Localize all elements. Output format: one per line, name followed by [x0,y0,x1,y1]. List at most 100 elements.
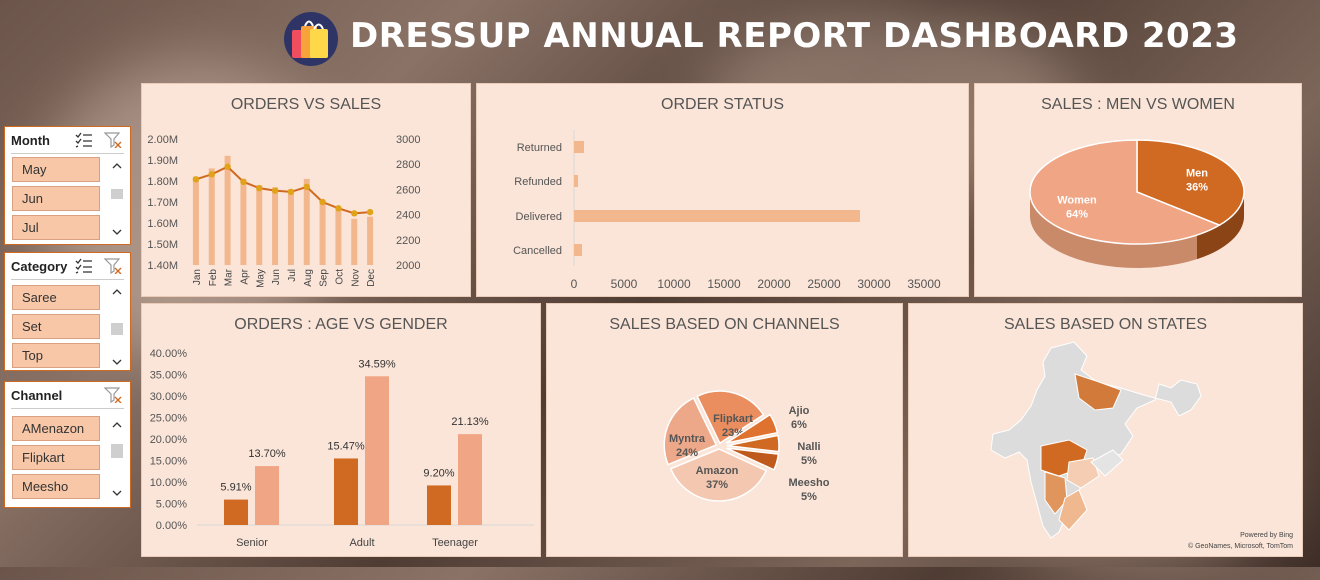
y-tick-label: 2200 [396,235,420,247]
bar [272,187,279,265]
line-marker [287,188,295,196]
category-slicer[interactable]: Category Saree Set Top [4,252,131,371]
pie-slice [725,413,779,444]
slicer-item[interactable]: Meesho [12,474,100,499]
age-gender-panel: ORDERS : AGE VS GENDER 0.00% 5.00% 10.00% 1… [141,303,541,557]
slicer-item[interactable]: May [12,157,100,182]
bar [427,485,451,525]
channels-pie: Flipkart23%Ajio6%Nalli5%Meesho5%Amazon37… [663,390,830,503]
multi-select-icon[interactable] [75,258,93,274]
pie-side [1030,192,1244,268]
pie-slice [726,434,780,453]
multi-select-icon[interactable] [75,132,93,148]
bar [334,458,358,525]
order-status-chart: Returned Refunded Delivered Cancelled 0 5000 1… [513,130,941,291]
shopping-bag-logo [284,12,338,66]
line-marker [208,171,215,178]
bar [255,466,279,525]
channels-panel: SALES BASED ON CHANNELS Flipkart 23% Ajio 6… [546,303,903,557]
x-tick-label: Apr [239,268,250,284]
data-label: 9.20% [423,467,454,479]
slicer-scrollbar[interactable] [109,416,125,502]
x-tick-label: Nov [350,269,361,287]
pie-value-label: 64% [1066,209,1088,221]
bar [574,210,860,222]
slicer-item[interactable]: Set [12,314,100,339]
slicer-item[interactable]: AMenazon [12,416,100,441]
bar [303,178,310,265]
x-tick-label: Jul [287,269,298,282]
slicer-scrollbar[interactable] [109,157,125,241]
y-tick-label: 1.90M [147,155,178,167]
x-tick-label: 15000 [707,277,741,291]
y-tick-label: 5.00% [156,499,187,511]
slicer-header: Category [11,259,68,274]
x-tick-label: 30000 [857,277,891,291]
x-tick-label: Jan [192,269,203,285]
channel-slicer[interactable]: Channel AMenazon Flipkart Meesho [4,381,131,508]
map-credit: Powered by Bing [1240,532,1293,539]
y-tick-label: Returned [517,142,562,154]
y-tick-label: 1.40M [147,260,178,272]
line-marker [335,205,342,212]
slicer-scrollbar[interactable] [109,283,125,367]
slicer-item[interactable]: Top [12,343,100,368]
bar [574,244,582,256]
x-tick-label: Oct [334,269,345,285]
line-marker [303,183,310,191]
order-status-panel: ORDER STATUS Returned Refunded Delivered Ca… [476,83,969,297]
y-tick-label: 2.00M [147,134,178,146]
y-tick-label: 1.70M [147,197,178,209]
bar [208,168,215,265]
bar [574,141,584,153]
chart-title: SALES BASED ON CHANNELS [609,316,840,333]
pie-side [1197,192,1245,260]
bar [351,218,358,265]
data-label: 21.13% [451,416,489,428]
y-tick-label: 40.00% [150,348,188,360]
pie-value-label: 37% [706,479,728,491]
line-marker [240,178,247,186]
chart-title: SALES BASED ON STATES [1003,316,1208,333]
y-tick-label: 2000 [396,260,420,272]
pie-value-label: 5% [801,455,817,467]
bar [240,178,247,265]
clear-filter-icon[interactable] [104,258,122,274]
chart-title: ORDERS VS SALES [230,96,382,113]
pie-value-label: 5% [801,491,817,503]
slicer-item[interactable]: Jul [12,215,100,240]
y-tick-label: 2600 [396,184,420,196]
data-label: 34.59% [358,358,396,370]
pie-label: Meesho [789,477,830,489]
bar [574,175,578,187]
line-marker [351,210,358,217]
chart-title: SALES : MEN VS WOMEN [1041,96,1235,113]
orders-vs-sales-panel: ORDERS VS SALES 1.40M 1.50M 1.60M 1.70M 1.80… [141,83,471,297]
map-region [990,341,1202,539]
pie-slice [696,390,765,445]
clear-filter-icon[interactable] [104,132,122,148]
header: DRESSUP ANNUAL REPORT DASHBOARD 2023 [0,0,1320,78]
line-marker [224,163,231,170]
slicer-item[interactable]: Saree [12,285,100,310]
slicer-item[interactable]: Flipkart [12,445,100,470]
clear-filter-icon[interactable] [104,387,122,403]
x-tick-label: 0 [571,277,578,291]
x-tick-label: May [255,269,266,288]
y-tick-label: 30.00% [150,391,188,403]
pie-slice [1136,139,1245,226]
y-tick-label: Delivered [516,211,562,223]
scroll-up-icon [112,163,122,169]
x-tick-label: Sep [319,269,330,287]
y-tick-label: 25.00% [150,413,188,425]
bar [287,189,294,265]
slicer-item[interactable]: Jun [12,186,100,211]
y-tick-label: 1.60M [147,218,178,230]
scroll-down-icon [112,490,122,496]
y-tick-label: 10.00% [150,477,188,489]
map-region [1044,471,1068,515]
slicer-header: Channel [11,388,63,403]
pie-value-label: 36% [1186,181,1208,193]
month-slicer[interactable]: Month May Jun Jul [4,126,131,245]
bar [256,185,263,265]
